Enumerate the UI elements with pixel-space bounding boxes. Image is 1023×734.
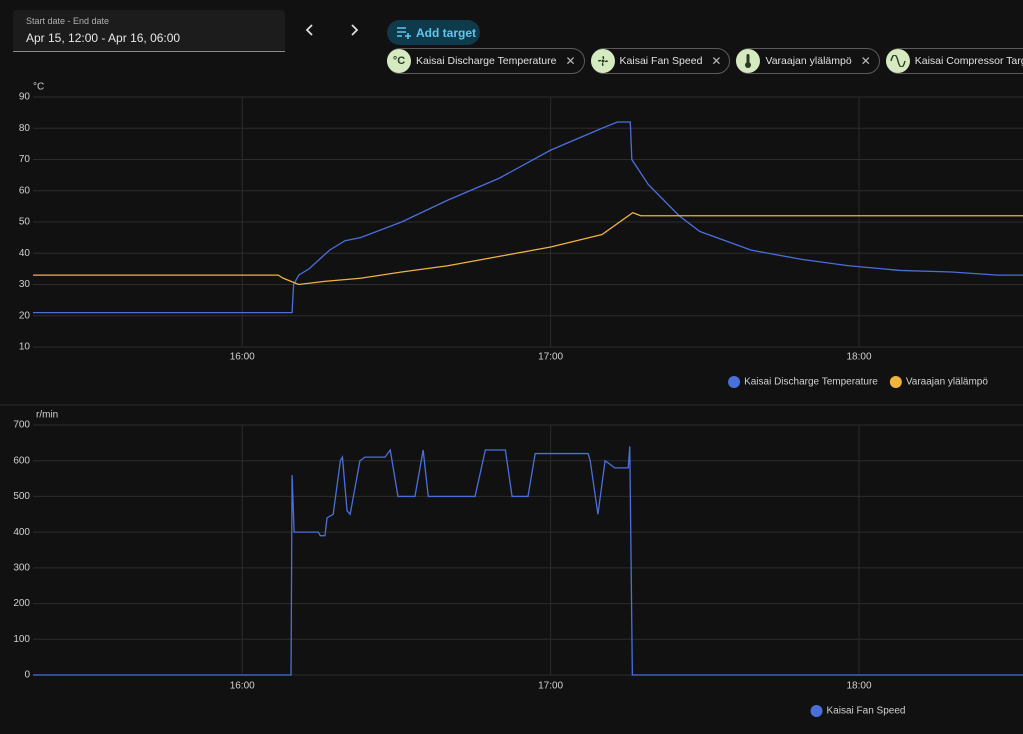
date-value: Apr 15, 12:00 - Apr 16, 06:00: [26, 31, 181, 45]
chip-remove[interactable]: ✕: [860, 54, 871, 68]
y-tick-label: 30: [19, 279, 31, 290]
y-tick-label: 0: [24, 670, 30, 681]
legend-label: Kaisai Discharge Temperature: [744, 377, 878, 388]
chip-label: Kaisai Compressor Target Freq: [914, 55, 1023, 67]
x-tick-label: 16:00: [230, 352, 255, 363]
legend-marker: [728, 376, 741, 388]
add-target-button[interactable]: Add target: [387, 20, 480, 45]
series-line: [33, 211, 1023, 286]
chip-label: Kaisai Discharge Temperature: [416, 55, 557, 67]
chip-icon: °C: [387, 49, 411, 73]
y-tick-label: 40: [19, 248, 31, 259]
x-tick-label: 17:00: [538, 352, 563, 363]
x-tick-label: 16:00: [230, 681, 255, 692]
chip[interactable]: Kaisai Fan Speed ✕: [590, 48, 731, 74]
prev-button[interactable]: [302, 22, 318, 38]
legend-marker: [889, 376, 902, 388]
y-tick-label: 10: [19, 342, 31, 353]
chip-icon: [885, 49, 910, 73]
x-tick-label: 18:00: [847, 681, 872, 692]
y-tick-label: 20: [19, 310, 31, 321]
add-icon: [397, 26, 411, 39]
date-label: Start date - End date: [26, 16, 110, 26]
legend-marker: [810, 705, 823, 717]
y-tick-label: 100: [13, 634, 30, 645]
chip-icon: [590, 49, 615, 73]
date-picker[interactable]: Start date - End date Apr 15, 12:00 - Ap…: [13, 10, 285, 52]
x-tick-label: 18:00: [847, 352, 872, 363]
x-tick-label: 17:00: [538, 681, 563, 692]
y-tick-label: 50: [19, 217, 31, 228]
chip[interactable]: Kaisai Compressor Target Freq: [885, 48, 1023, 74]
y-tick-label: 90: [19, 92, 31, 103]
chip-icon: [736, 49, 761, 73]
chip-label: Varaajan ylälämpö: [765, 55, 852, 67]
chip-label: Kaisai Fan Speed: [619, 55, 703, 67]
y-tick-label: 60: [19, 185, 31, 196]
y-tick-label: 700: [13, 420, 30, 431]
y-tick-label: 500: [13, 491, 30, 502]
y-tick-label: 400: [13, 527, 30, 538]
series-line: [33, 446, 1023, 676]
next-button[interactable]: [346, 22, 362, 38]
chip-remove[interactable]: ✕: [565, 54, 576, 68]
y-unit: °C: [33, 82, 44, 93]
legend-label: Kaisai Fan Speed: [827, 706, 906, 717]
chip-remove[interactable]: ✕: [711, 54, 722, 68]
y-tick-label: 300: [13, 562, 30, 573]
y-tick-label: 600: [13, 455, 30, 466]
y-tick-label: 70: [19, 154, 31, 165]
series-line: [33, 121, 1023, 314]
y-tick-label: 80: [19, 123, 31, 134]
chip[interactable]: Varaajan ylälämpö ✕: [736, 48, 880, 74]
add-target-label: Add target: [416, 25, 476, 40]
y-unit: r/min: [36, 410, 58, 421]
chip[interactable]: °C Kaisai Discharge Temperature ✕: [387, 48, 585, 74]
y-tick-label: 200: [13, 598, 30, 609]
target-chips: °C Kaisai Discharge Temperature ✕ Kaisai F…: [387, 48, 1023, 74]
legend-label: Varaajan ylälämpö: [906, 377, 989, 388]
